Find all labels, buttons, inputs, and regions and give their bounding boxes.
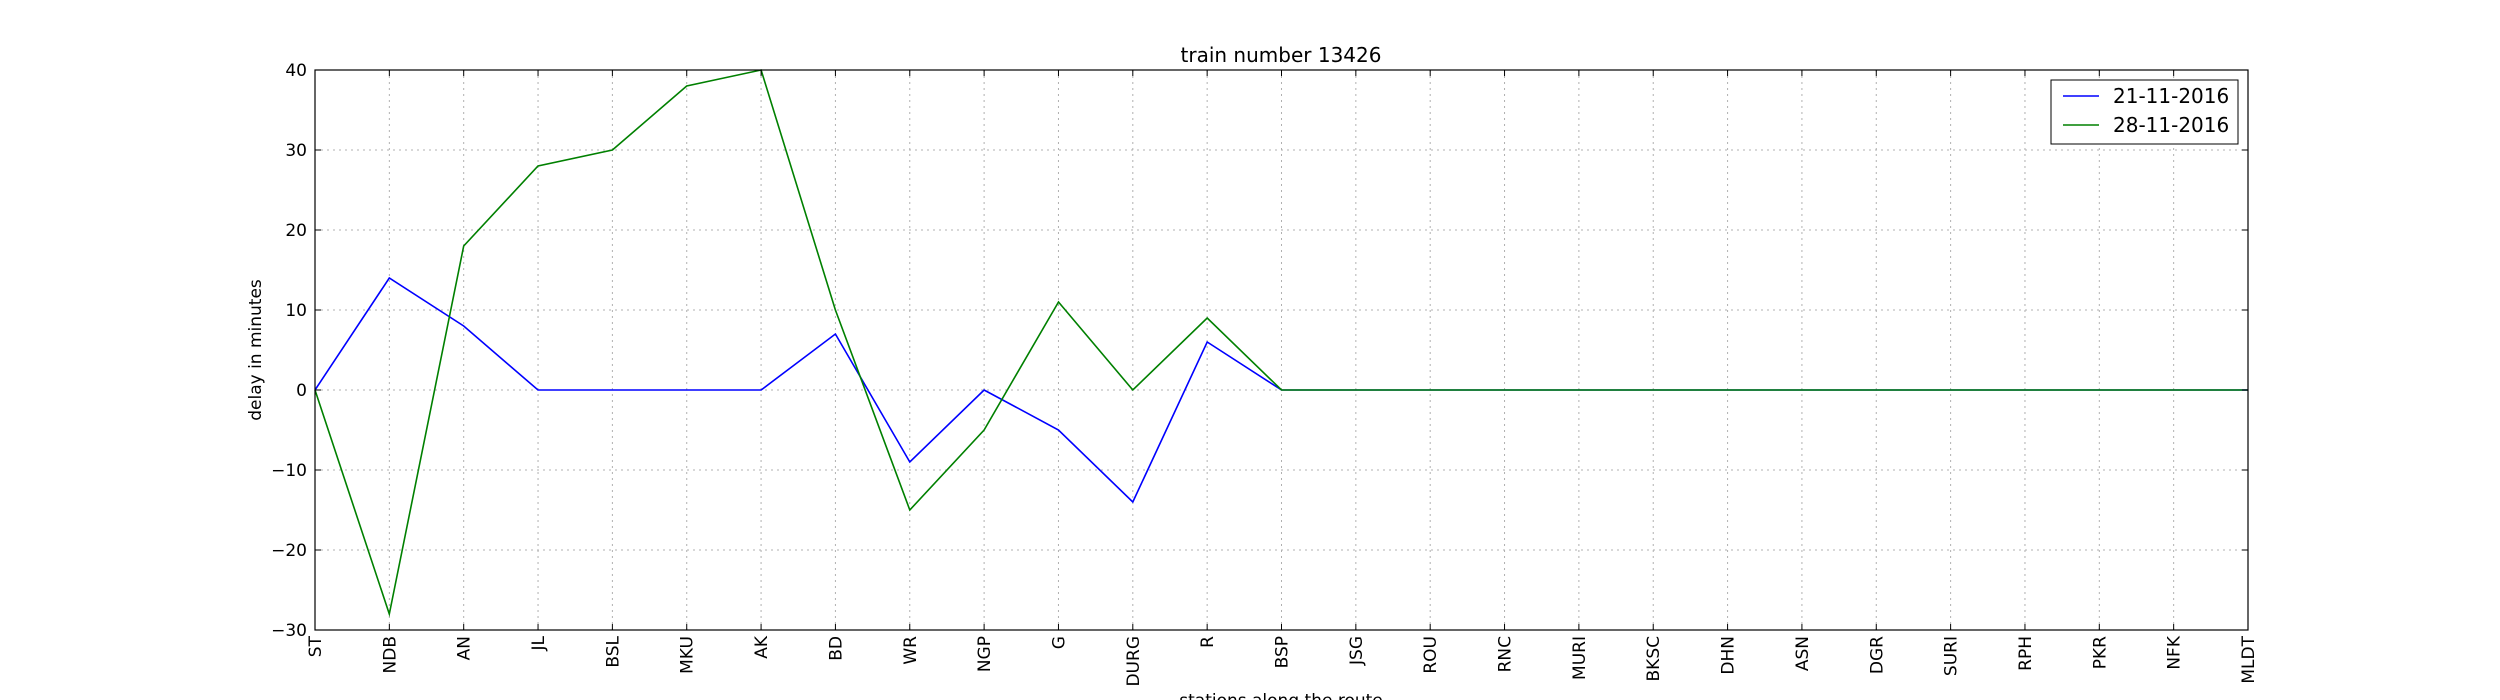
x-tick-label: JL [529, 635, 549, 651]
legend-box [2050, 79, 2239, 145]
x-tick-label: ST [306, 635, 326, 657]
series-line-2 [314, 69, 2248, 618]
y-tick-label: −10 [271, 461, 307, 481]
y-tick-label: 40 [285, 61, 307, 81]
grid [315, 70, 2248, 630]
y-tick-label: −30 [271, 621, 307, 641]
series-lines [314, 69, 2248, 618]
legend: 21-11-2016 28-11-2016 [2050, 79, 2239, 145]
x-tick-label: MLDT [2239, 635, 2259, 683]
chart-title: train number 13426 [1181, 43, 1382, 67]
y-tick-label: 30 [285, 141, 307, 161]
x-tick-label: BSL [603, 635, 623, 667]
x-tick-label: DHN [1719, 636, 1739, 675]
y-tick-label: 10 [285, 301, 307, 321]
x-tick-label: NGP [975, 636, 995, 672]
x-tick-label: MKU [678, 636, 698, 674]
x-axis-ticks: ST NDB AN JL BSL MKU AK BD WR NGP G DURG R BSP JSG ROU R… [306, 70, 2259, 687]
x-tick-label: WR [901, 636, 921, 665]
x-tick-label: AK [752, 635, 772, 659]
x-tick-label: ASN [1793, 636, 1813, 671]
x-tick-label: NDB [380, 636, 400, 673]
y-tick-label: 20 [285, 221, 307, 241]
x-tick-label: SURI [1942, 636, 1962, 676]
x-tick-label: NFK [2165, 635, 2185, 669]
x-tick-label: BSP [1273, 636, 1293, 668]
y-tick-label: −20 [271, 541, 307, 561]
y-tick-label: 0 [296, 381, 307, 401]
x-tick-label: DGR [1867, 636, 1887, 674]
x-tick-label: JSG [1347, 636, 1367, 666]
legend-label-series-1: 21-11-2016 [2113, 84, 2229, 108]
y-axis-label: delay in minutes [246, 279, 266, 421]
legend-label-series-2: 28-11-2016 [2113, 113, 2229, 137]
x-tick-label: BKSC [1644, 636, 1664, 681]
x-tick-label: RNC [1496, 636, 1516, 672]
y-axis-ticks: −30 −20 −10 0 10 20 30 40 [271, 61, 2248, 641]
x-axis-label: stations along the route [1179, 691, 1383, 700]
x-tick-label: PKR [2090, 636, 2110, 669]
x-tick-label: RPH [2016, 636, 2036, 671]
x-tick-label: BD [826, 636, 846, 661]
x-tick-label: MURI [1570, 636, 1590, 680]
x-tick-label: ROU [1421, 636, 1441, 674]
x-tick-label: R [1198, 636, 1218, 648]
x-tick-label: DURG [1124, 636, 1144, 687]
x-tick-label: G [1049, 636, 1069, 649]
x-tick-label: AN [455, 636, 475, 660]
